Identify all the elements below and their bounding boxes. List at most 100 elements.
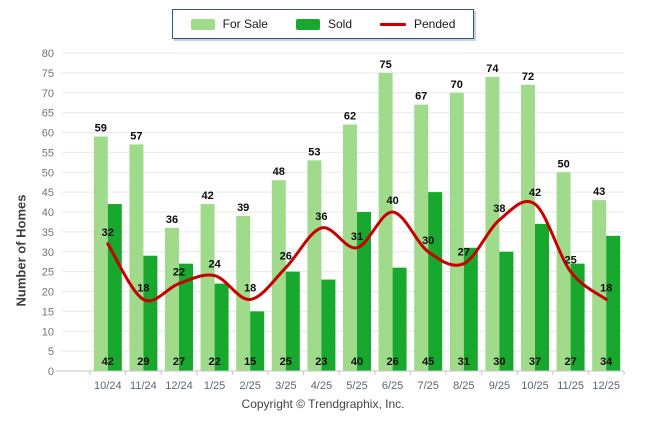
bar-sold [179,263,193,371]
bar-for-sale [200,204,215,371]
pended-value-label: 40 [386,195,398,207]
bar-sold [214,283,229,371]
svg-text:30: 30 [42,247,54,259]
for-sale-value-label: 72 [522,71,534,83]
pended-value-label: 27 [458,247,470,259]
svg-text:5: 5 [48,346,54,358]
for-sale-value-label: 36 [166,214,178,226]
bar-for-sale [414,104,429,372]
x-tick-label: 6/25 [382,380,403,392]
sold-value-label: 27 [564,356,576,368]
bars [93,72,621,372]
sold-value-label: 31 [458,356,470,368]
sold-value-label: 29 [137,356,149,368]
bar-sold [499,251,514,371]
legend-label: For Sale [222,17,268,31]
legend-item-sold: Sold [295,17,352,31]
bar-for-sale [129,144,144,371]
sold-value-label: 22 [208,356,220,368]
x-tick-label: 11/25 [557,380,584,392]
svg-text:10: 10 [42,326,54,338]
bar-sold [428,192,443,371]
bar-for-sale [165,227,179,371]
pended-value-label: 26 [280,251,292,263]
x-axis: 10/24 11/24 12/24 1/25 2/25 3/25 4/25 5/25 6/25 7… [56,370,625,392]
value-labels: 59 42 32 57 29 18 36 27 22 42 22 24 39 15 18 48 25 26 53 23… [95,59,614,368]
bar-sold [250,311,265,371]
bar-for-sale [378,72,393,371]
chart-area: Number of Homes 0 5 10 15 20 25 30 35 40 45 50 55 60… [0,43,646,395]
svg-text:60: 60 [42,128,54,140]
bar-sold [357,212,371,371]
bar-sold [143,255,158,371]
for-sale-value-label: 43 [593,186,605,198]
sold-value-label: 27 [173,356,185,368]
svg-text:25: 25 [42,267,54,279]
for-sale-swatch-icon [190,18,215,30]
x-tick-label: 2/25 [239,380,260,392]
x-tick-label: 12/25 [592,380,620,392]
bar-for-sale [93,136,108,371]
svg-text:65: 65 [42,108,54,120]
svg-text:55: 55 [42,147,54,159]
for-sale-value-label: 62 [344,111,356,123]
svg-text:35: 35 [42,227,54,239]
x-tick-label: 10/24 [94,380,122,392]
svg-text:45: 45 [42,187,54,199]
svg-text:0: 0 [48,366,54,378]
bar-sold [392,267,407,371]
x-tick-label: 8/25 [453,380,474,392]
sold-swatch-icon [295,18,320,30]
for-sale-value-label: 50 [557,158,569,170]
sold-value-label: 40 [351,356,363,368]
for-sale-value-label: 70 [451,79,463,91]
pended-value-label: 32 [102,227,114,239]
pended-value-label: 18 [137,282,149,294]
chart-legend: For Sale Sold Pended [171,9,475,39]
legend-item-pended: Pended [380,17,455,31]
svg-text:75: 75 [42,68,54,80]
sold-value-label: 45 [422,356,434,368]
pended-value-label: 30 [422,235,434,247]
for-sale-value-label: 53 [308,146,320,158]
for-sale-value-label: 57 [130,130,142,142]
sold-value-label: 25 [280,356,292,368]
svg-text:20: 20 [42,287,54,299]
bar-for-sale [485,76,500,371]
sold-value-label: 23 [315,356,327,368]
copyright-text: Copyright © Trendgraphix, Inc. [241,397,405,411]
svg-text:70: 70 [42,88,54,100]
pended-value-label: 42 [529,187,541,199]
y-axis-title: Number of Homes [13,194,29,307]
bar-for-sale [592,200,607,371]
pended-value-label: 31 [351,231,363,243]
for-sale-value-label: 74 [486,63,499,75]
for-sale-value-label: 67 [415,91,427,103]
sold-value-label: 26 [386,356,398,368]
bar-for-sale [521,84,535,372]
bar-for-sale [307,160,322,371]
chart-canvas: 0 5 10 15 20 25 30 35 40 45 50 55 60 65 70 75 80 10/24 11/… [42,48,625,392]
pended-value-label: 36 [315,211,327,223]
x-tick-label: 3/25 [275,380,296,392]
bar-for-sale [449,92,464,371]
svg-text:50: 50 [42,167,54,179]
x-tick-label: 4/25 [311,380,332,392]
pended-value-label: 25 [564,255,576,267]
for-sale-value-label: 59 [95,122,107,134]
bar-sold [535,223,549,371]
bar-sold [321,279,336,371]
for-sale-value-label: 39 [237,202,249,214]
sold-value-label: 42 [102,356,114,368]
pended-line-icon [380,22,406,26]
y-axis-ticks: 0 5 10 15 20 25 30 35 40 45 50 55 60 65 70 75 80 [42,48,54,378]
sold-value-label: 37 [529,356,541,368]
bar-sold [285,271,300,371]
sold-value-label: 15 [244,356,256,368]
pended-value-label: 38 [493,203,505,215]
for-sale-value-label: 42 [201,190,213,202]
sold-value-label: 30 [493,356,505,368]
x-tick-label: 11/24 [130,380,157,392]
for-sale-value-label: 75 [379,59,391,71]
x-tick-label: 10/25 [521,380,549,392]
